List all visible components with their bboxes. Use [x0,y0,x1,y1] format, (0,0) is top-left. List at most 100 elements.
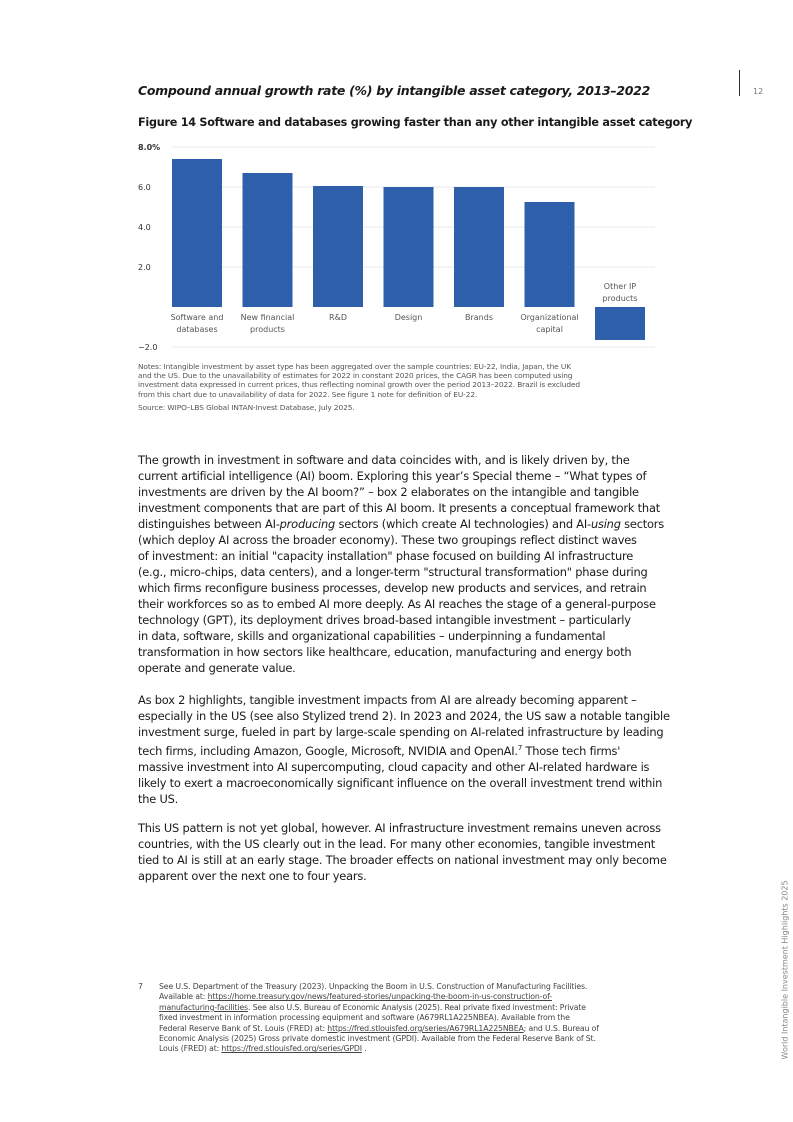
bar [383,187,434,307]
category-label: Organizational [520,313,578,322]
page-number: 12 [753,87,764,96]
text-line: See U.S. Department of the Treasury (202… [159,982,599,992]
notes-line: Notes: Intangible investment by asset ty… [138,362,571,371]
emphasis-text: producing [279,517,336,531]
chart-notes: Notes: Intangible investment by asset ty… [138,362,580,399]
text-segment: tech firms, including Amazon, Google, Mi… [138,743,518,758]
text-segment: ; and U.S. Bureau of [523,1023,599,1033]
text-line: transformation in how sectors like healt… [138,644,664,660]
text-line: fixed investment in information processi… [159,1013,599,1023]
text-segment: fixed investment in information processi… [159,1013,570,1023]
text-line: operate and generate value. [138,660,664,676]
running-title: World Intangible Investment Highlights 2… [780,880,790,1060]
text-segment: especially in the US (see also Stylized … [138,709,670,723]
text-segment: which firms reconfigure business process… [138,581,647,595]
emphasis-text: using [590,517,621,531]
text-segment: of investment: an initial "capacity inst… [138,549,634,563]
text-line: the US. [138,791,670,807]
text-line: Louis (FRED) at: https://fred.stlouisfed… [159,1044,599,1054]
text-segment: current artificial intelligence (AI) boo… [138,469,647,483]
text-segment: countries, with the US clearly out in th… [138,837,656,851]
text-segment: Economic Analysis (2025) Gross private d… [159,1034,596,1044]
bar [524,202,575,307]
text-segment: See U.S. Department of the Treasury (202… [159,982,588,991]
chart-subtitle: Compound annual growth rate (%) by intan… [138,83,650,98]
text-line: which firms reconfigure business process… [138,580,664,596]
bar [172,159,222,307]
footnote-link[interactable]: https://fred.stlouisfed.org/series/GPDI [221,1044,362,1054]
footnote-link[interactable]: https://fred.stlouisfed.org/series/A679R… [327,1023,524,1033]
text-line: current artificial intelligence (AI) boo… [138,468,664,484]
text-line: distinguishes between AI-producing secto… [138,516,664,532]
bar [242,173,293,307]
footnote-number: 7 [138,982,143,991]
category-label: products [603,294,638,303]
text-segment: the US. [138,791,179,806]
text-line: in data, software, skills and organizati… [138,628,664,644]
notes-line: and the US. Due to the unavailability of… [138,371,573,381]
text-line: massive investment into AI supercomputin… [138,759,670,775]
text-segment: investment surge, fueled in part by larg… [138,725,664,739]
chart-source: Source: WIPO–LBS Global INTAN-Invest Dat… [138,403,355,412]
category-label: capital [536,325,563,334]
footnote-link[interactable]: https://home.treasury.gov/news/featured-… [207,992,552,1002]
text-line: of investment: an initial "capacity inst… [138,548,664,564]
text-segment: Federal Reserve Bank of St. Louis (FRED)… [159,1023,328,1033]
page-number-divider [739,70,740,96]
text-line: investment surge, fueled in part by larg… [138,724,670,740]
text-segment: investments are driven by the AI boom?” … [138,485,639,499]
text-line: tied to AI is still at an early stage. T… [138,852,667,868]
text-segment: massive investment into AI supercomputin… [138,759,650,774]
category-label: products [250,325,285,334]
bar [313,186,363,307]
category-label: Software and [171,313,224,322]
text-segment: distinguishes between AI- [138,517,280,531]
text-line: likely to exert a macroeconomically sign… [138,775,670,791]
text-segment: (which deploy AI across the broader econ… [138,533,637,547]
text-line: (e.g., micro-chips, data centers), and a… [138,564,664,580]
text-line: apparent over the next one to four years… [138,868,667,884]
bar [595,307,645,340]
text-line: As box 2 highlights, tangible investment… [138,692,670,708]
text-segment: technology (GPT), its deployment drives … [138,613,631,627]
text-segment: likely to exert a macroeconomically sign… [138,775,663,790]
text-line: investments are driven by the AI boom?” … [138,484,664,500]
category-label: R&D [329,313,347,322]
category-label: Design [395,313,423,322]
y-tick-label: 4.0 [138,223,151,232]
text-segment: investment components that are part of t… [138,501,660,515]
text-line: technology (GPT), its deployment drives … [138,612,664,628]
bar [454,187,504,307]
text-segment: transformation in how sectors like healt… [138,645,632,659]
text-segment: This US pattern is not yet global, howev… [138,821,661,835]
text-line: countries, with the US clearly out in th… [138,836,667,852]
text-segment: As box 2 highlights, tangible investment… [138,693,637,707]
text-line: Economic Analysis (2025) Gross private d… [159,1034,599,1044]
figure-title: Figure 14 Software and databases growing… [138,116,693,129]
text-segment: Available at: [159,992,208,1002]
text-segment: . [361,1044,367,1054]
text-line: their workforces so as to embed AI more … [138,596,664,612]
text-line: Federal Reserve Bank of St. Louis (FRED)… [159,1024,599,1034]
text-line: Available at: https://home.treasury.gov/… [159,992,599,1002]
text-segment: apparent over the next one to four years… [138,869,367,883]
text-segment: in data, software, skills and organizati… [138,629,606,643]
text-segment: their workforces so as to embed AI more … [138,597,656,611]
y-tick-label: 6.0 [138,183,151,192]
text-segment: tied to AI is still at an early stage. T… [138,853,667,867]
body-paragraph-1: The growth in investment in software and… [138,452,664,676]
text-line: This US pattern is not yet global, howev… [138,820,667,836]
text-segment: (e.g., micro-chips, data centers), and a… [138,565,648,579]
text-segment: sectors [620,517,665,531]
notes-line: investment data expressed in current pri… [138,380,581,390]
text-segment: Those tech firms' [522,743,621,758]
text-line: especially in the US (see also Stylized … [138,708,670,724]
text-segment: Louis (FRED) at: [159,1044,222,1054]
footnote-reference[interactable]: 7 [517,744,523,752]
text-line: investment components that are part of t… [138,500,664,516]
footnote-text: See U.S. Department of the Treasury (202… [159,982,599,1055]
bar-chart: 8.0% 6.0 4.0 2.0 −2.0 Software and databases Ne… [138,143,655,352]
y-tick-label: −2.0 [138,343,157,352]
footnote-link[interactable]: manufacturing-facilities [159,1002,248,1012]
